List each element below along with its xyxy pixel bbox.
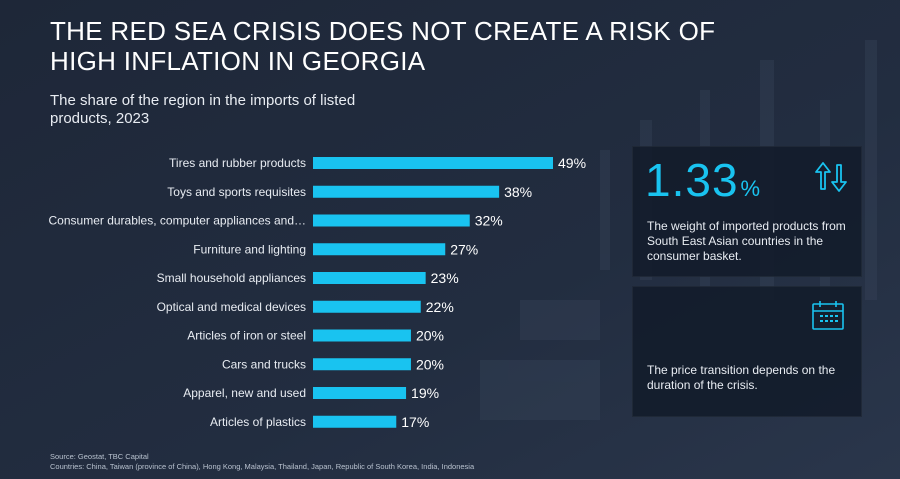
bar [313, 387, 407, 399]
calendar-icon [812, 301, 844, 330]
weight-number: 1.33 [645, 154, 739, 206]
value-label: 23% [431, 270, 459, 286]
bar [313, 329, 411, 342]
value-label: 27% [450, 241, 478, 257]
category-label: Consumer durables, computer appliances a… [49, 214, 306, 228]
value-label: 22% [426, 299, 454, 315]
value-label: 49% [558, 155, 586, 171]
category-label: Small household appliances [157, 271, 306, 285]
bar [313, 415, 397, 428]
weight-value: 1.33% [645, 153, 761, 207]
value-label: 20% [416, 328, 444, 344]
category-labels: Tires and rubber products Toys and sports… [49, 156, 306, 429]
source-note: Source: Geostat, TBC Capital [50, 452, 149, 461]
value-label: 19% [411, 385, 439, 401]
transition-description: The price transition depends on the dura… [647, 363, 836, 392]
page-title: THE RED SEA CRISIS DOES NOT CREATE A RIS… [50, 16, 716, 76]
countries-note: Countries: China, Taiwan (province of Ch… [50, 462, 475, 471]
bar [313, 185, 500, 198]
value-label: 20% [416, 356, 444, 372]
category-label: Articles of plastics [210, 415, 306, 429]
category-label: Articles of iron or steel [187, 329, 306, 343]
category-label: Cars and trucks [222, 357, 306, 371]
bars [313, 157, 553, 428]
value-labels: 49% 38%32% 27% 23% 22% 20% 20% 19% 17% [401, 155, 586, 430]
value-label: 38% [504, 184, 532, 200]
category-label: Furniture and lighting [193, 242, 306, 256]
weight-description: The weight of imported products from Sou… [647, 219, 846, 263]
footer: Source: Geostat, TBC Capital Countries: … [50, 452, 474, 472]
bar [313, 214, 470, 227]
category-label: Optical and medical devices [157, 300, 306, 314]
chart-subtitle: The share of the region in the imports o… [50, 92, 356, 127]
value-label: 17% [401, 414, 429, 430]
bar [313, 300, 421, 313]
bar [313, 358, 411, 371]
category-label: Apparel, new and used [183, 386, 306, 400]
bar [313, 272, 426, 284]
value-label: 32% [475, 213, 503, 229]
bar-chart: Tires and rubber products Toys and sports… [49, 155, 587, 430]
weight-unit: % [740, 176, 762, 201]
bar [313, 243, 446, 256]
category-label: Toys and sports requisites [167, 185, 306, 199]
transition-card: The price transition depends on the dura… [632, 286, 862, 417]
up-down-arrows-icon [815, 162, 847, 192]
category-label: Tires and rubber products [169, 156, 306, 170]
weight-card: 1.33% The weight of imported products fr… [632, 146, 862, 277]
bar [313, 157, 553, 169]
